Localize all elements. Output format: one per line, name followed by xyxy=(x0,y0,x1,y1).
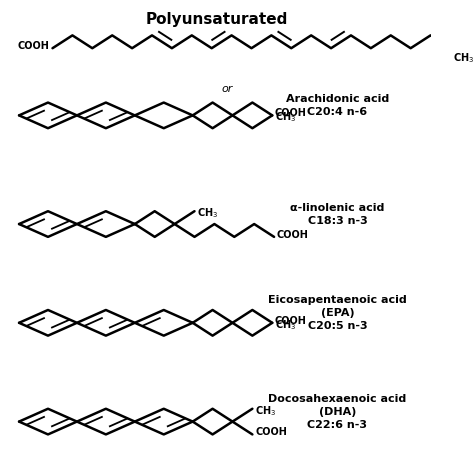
Text: COOH: COOH xyxy=(275,109,307,118)
Text: COOH: COOH xyxy=(277,230,309,240)
Text: CH$_3$: CH$_3$ xyxy=(275,318,296,332)
Text: CH$_3$: CH$_3$ xyxy=(453,51,474,65)
Text: COOH: COOH xyxy=(255,428,287,438)
Text: Arachidonic acid
C20:4 n-6: Arachidonic acid C20:4 n-6 xyxy=(286,94,389,117)
Text: CH$_3$: CH$_3$ xyxy=(275,110,296,124)
Text: Eicosapentaenoic acid
(EPA)
C20:5 n-3: Eicosapentaenoic acid (EPA) C20:5 n-3 xyxy=(268,295,407,331)
Text: α-linolenic acid
C18:3 n-3: α-linolenic acid C18:3 n-3 xyxy=(290,202,384,226)
Text: CH$_3$: CH$_3$ xyxy=(255,404,276,418)
Text: COOH: COOH xyxy=(18,41,50,51)
Text: Docosahexaenoic acid
(DHA)
C22:6 n-3: Docosahexaenoic acid (DHA) C22:6 n-3 xyxy=(268,394,407,430)
Text: Polyunsaturated: Polyunsaturated xyxy=(146,12,288,27)
Text: COOH: COOH xyxy=(275,316,307,326)
Text: or: or xyxy=(221,84,233,94)
Text: CH$_3$: CH$_3$ xyxy=(197,206,219,220)
